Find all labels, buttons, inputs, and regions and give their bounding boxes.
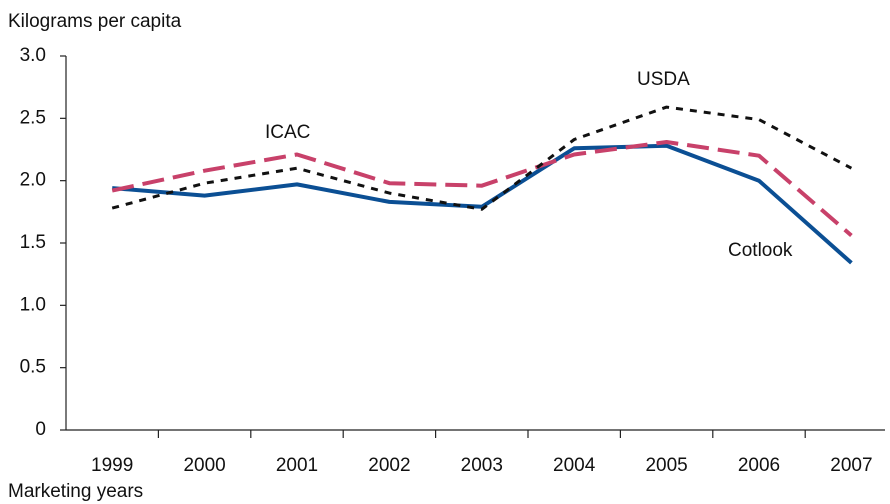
y-axis-title: Kilograms per capita	[8, 11, 182, 32]
y-tick-label: 1.0	[20, 294, 46, 315]
series-line	[111, 105, 853, 211]
series-line	[112, 143, 853, 265]
x-tick-label: 2005	[645, 455, 687, 476]
y-tick-label: 0.5	[20, 357, 46, 378]
x-tick-label: 2002	[368, 455, 410, 476]
x-tick-label: 2006	[738, 455, 780, 476]
x-tick-label: 2000	[183, 455, 225, 476]
x-tick-label: 1999	[91, 455, 133, 476]
x-tick-label: 2007	[830, 455, 872, 476]
series-label: ICAC	[265, 122, 310, 143]
series-label: Cotlook	[728, 240, 793, 261]
x-axis-title: Marketing years	[8, 481, 143, 502]
series-line	[111, 140, 853, 238]
y-tick-label: 1.5	[20, 232, 46, 253]
y-tick-label: 2.5	[20, 107, 46, 128]
y-tick-label: 2.0	[20, 170, 46, 191]
x-tick-label: 2004	[553, 455, 596, 476]
series-label: USDA	[637, 69, 690, 90]
x-tick-label: 2001	[276, 455, 318, 476]
y-tick-label: 3.0	[20, 45, 46, 66]
y-tick-label: 0	[35, 419, 46, 440]
x-tick-label: 2003	[461, 455, 503, 476]
